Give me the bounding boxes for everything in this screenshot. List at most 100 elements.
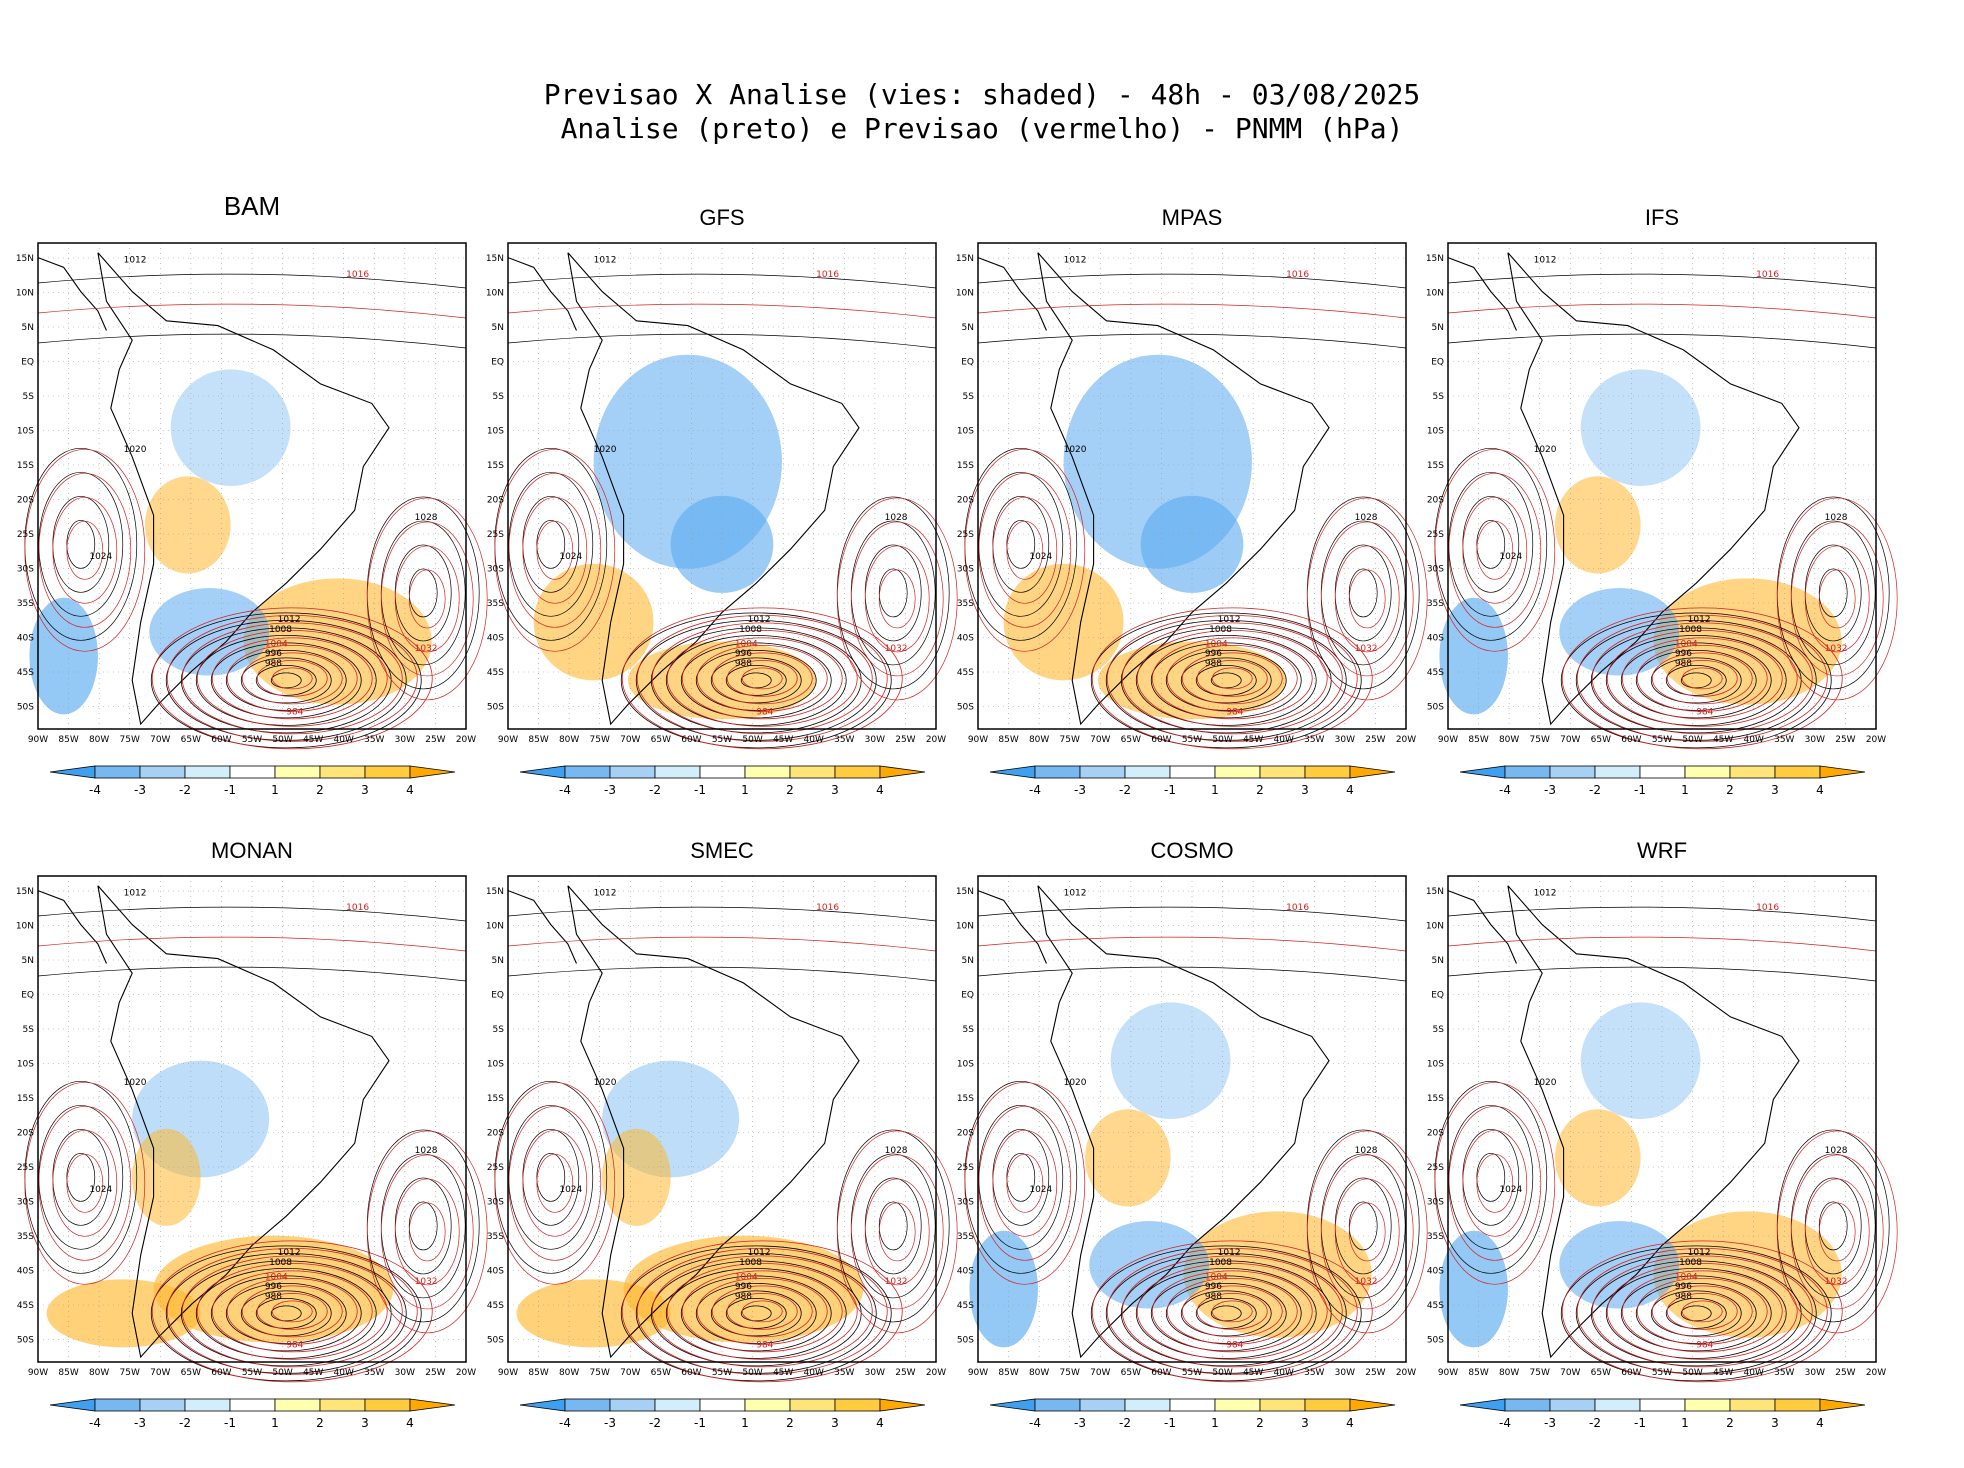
isobar-forecast	[1448, 1105, 1542, 1261]
isobar-label: 996	[1675, 649, 1692, 659]
isobar-forecast	[211, 1270, 373, 1353]
isobar-analysis	[1195, 664, 1257, 696]
lat-tick-label: 5S	[23, 1025, 35, 1035]
isobar-analysis	[180, 627, 392, 734]
colorbar-box	[139, 1398, 186, 1412]
panel-title: SMEC	[690, 838, 754, 863]
lat-tick-label: 15N	[1426, 254, 1444, 264]
isobar-label: 984	[756, 1340, 773, 1350]
map-panel-ifs: 1012101610241028103210121008100499698898…	[1426, 242, 1898, 797]
isobar-label: 1008	[269, 625, 292, 635]
lon-tick-label: 25W	[1365, 1368, 1385, 1378]
colorbar-tick-label: -1	[1634, 1416, 1646, 1430]
lat-tick-label: 10S	[17, 1060, 34, 1070]
isobar-forecast	[696, 644, 828, 712]
lat-tick-label: 45S	[17, 1301, 34, 1311]
colorbar-tick-label: -3	[1074, 1416, 1086, 1430]
lon-tick-label: 60W	[681, 735, 701, 745]
isobar-analysis	[695, 649, 817, 711]
lon-tick-label: 75W	[590, 735, 610, 745]
colorbar-box	[1774, 1398, 1821, 1412]
colorbar-box	[609, 765, 656, 779]
lat-tick-label: 40S	[487, 634, 504, 644]
lon-tick-label: 35W	[1304, 1368, 1324, 1378]
isobar-label: 1024	[1499, 1185, 1522, 1195]
isobar-label: 1024	[1029, 1185, 1052, 1195]
bias-shading	[170, 369, 291, 486]
lon-tick-label: 25W	[1835, 735, 1855, 745]
isobar-forecast	[1211, 667, 1253, 690]
lat-tick-label: 45S	[1427, 668, 1444, 678]
isobar-label: 1016	[346, 270, 369, 280]
lon-tick-label: 30W	[865, 1368, 885, 1378]
isobar-forecast	[1106, 614, 1358, 742]
isobar-forecast	[1448, 472, 1542, 628]
lon-tick-label: 40W	[1274, 735, 1294, 745]
isobar-label: 1032	[885, 1277, 908, 1287]
colorbar-tick-label: -3	[1074, 783, 1086, 797]
lon-tick-label: 80W	[1499, 735, 1519, 745]
isobar-forecast	[864, 1178, 930, 1286]
lat-tick-label: 10N	[16, 289, 34, 299]
lat-tick-label: 15S	[17, 1094, 34, 1104]
map-panel-monan: 1012101610241028103210121008100499698898…	[16, 875, 488, 1430]
lon-tick-label: 85W	[1468, 735, 1488, 745]
lat-tick-label: 50S	[1427, 1336, 1444, 1346]
isobar-analysis	[710, 657, 802, 704]
lon-tick-label: 75W	[1060, 1368, 1080, 1378]
isobar-forecast	[271, 667, 313, 690]
isobar-forecast	[166, 614, 418, 742]
colorbar: -4 -3 -2 -1 1 2 3 4	[49, 1398, 456, 1430]
lat-tick-label: 10S	[957, 427, 974, 437]
isobar-label: 1024	[559, 1185, 582, 1195]
map-frame	[977, 875, 1407, 1363]
isobar-zonal	[1447, 303, 1877, 319]
isobar-label: 988	[1675, 659, 1692, 669]
isobar-analysis	[1620, 1275, 1772, 1352]
isobar-forecast	[666, 629, 858, 727]
isobar-analysis	[680, 1275, 832, 1352]
panel-title: WRF	[1636, 838, 1688, 863]
panel-title: COSMO	[1150, 838, 1234, 863]
lat-tick-label: 50S	[957, 1336, 974, 1346]
colorbar-tick-label: -1	[1164, 783, 1176, 797]
isobar-analysis	[1665, 1297, 1727, 1329]
lat-tick-label: 10N	[486, 922, 504, 932]
colorbar-box	[564, 765, 611, 779]
isobar-forecast	[494, 1081, 616, 1285]
colorbar-tick-label: 3	[831, 1416, 839, 1430]
isobar-label: 1016	[1756, 903, 1779, 913]
colorbar: -4 -3 -2 -1 1 2 3 4	[989, 765, 1396, 797]
lon-tick-label: 70W	[1090, 735, 1110, 745]
colorbar-box	[1079, 765, 1126, 779]
lat-tick-label: 15N	[956, 254, 974, 264]
isobar-label: 1028	[885, 1146, 908, 1156]
lon-tick-label: 90W	[28, 1368, 48, 1378]
lat-tick-label: 40S	[957, 1267, 974, 1277]
lat-tick-label: 15N	[1426, 887, 1444, 897]
lat-tick-label: 35S	[1427, 1232, 1444, 1242]
isobar-forecast	[864, 545, 930, 653]
lon-tick-label: 40W	[804, 1368, 824, 1378]
isobar-forecast	[836, 1130, 958, 1334]
lon-tick-label: 20W	[1396, 735, 1416, 745]
isobar-zonal	[37, 966, 467, 982]
lat-tick-label: 20S	[957, 1129, 974, 1139]
isobar-analysis	[195, 634, 377, 726]
lat-tick-label: 10N	[956, 289, 974, 299]
colorbar-tick-label: 2	[1726, 783, 1734, 797]
lon-tick-label: 25W	[1835, 1368, 1855, 1378]
colorbar-arrow-left	[49, 1398, 96, 1412]
coastline	[567, 252, 860, 726]
colorbar-tick-label: 2	[1726, 1416, 1734, 1430]
isobar-zonal	[507, 966, 937, 982]
lon-tick-label: 80W	[89, 1368, 109, 1378]
lon-tick-label: 75W	[120, 735, 140, 745]
colorbar-tick-label: 2	[786, 783, 794, 797]
lon-tick-label: 65W	[1121, 1368, 1141, 1378]
isobar-analysis	[210, 642, 362, 719]
lat-tick-label: 30S	[487, 565, 504, 575]
isobar-label: 1012	[1534, 888, 1557, 898]
colorbar-tick-label: -4	[1029, 783, 1041, 797]
lat-tick-label: 20S	[487, 496, 504, 506]
